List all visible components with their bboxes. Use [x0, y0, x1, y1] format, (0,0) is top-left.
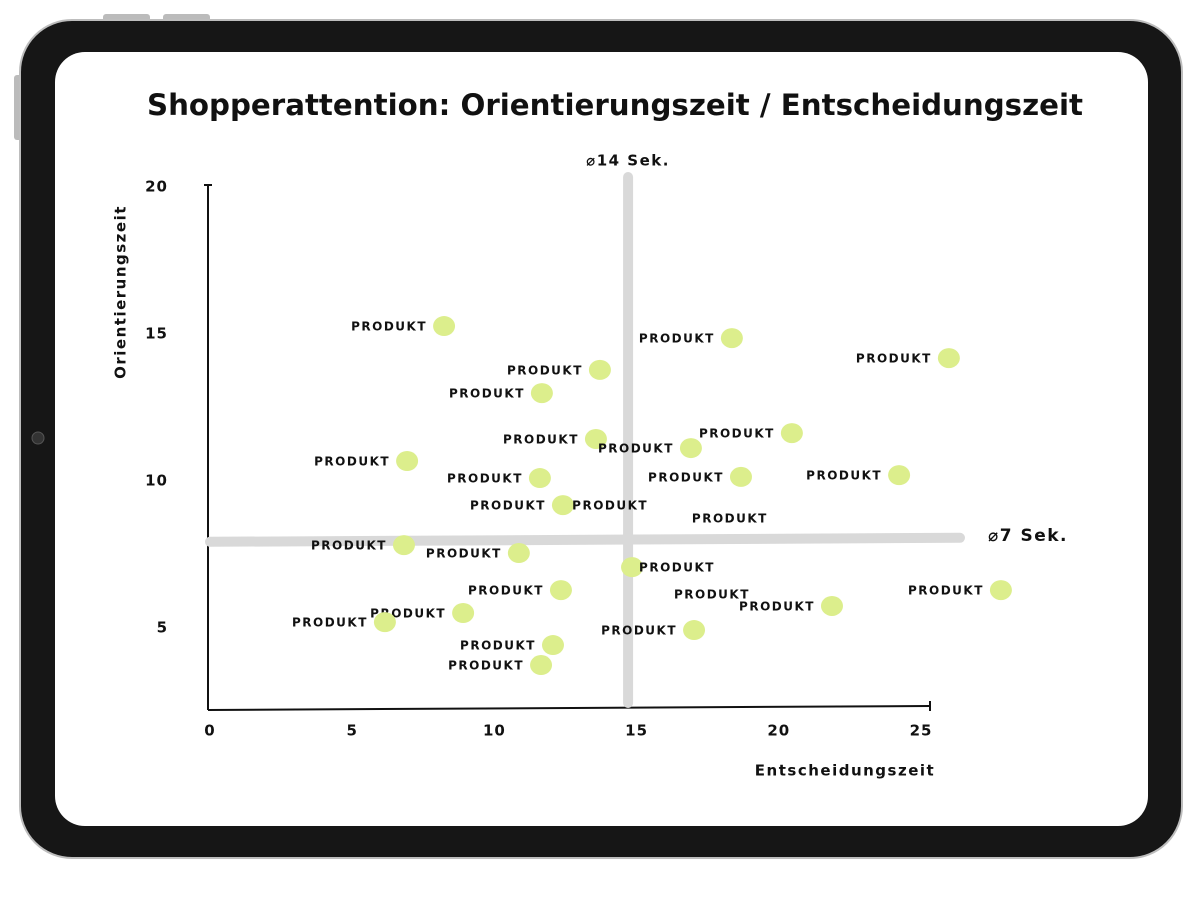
point-label: PRODUKT: [908, 584, 984, 598]
point-label: PRODUKT: [601, 624, 677, 638]
annotation: PRODUKT: [572, 498, 648, 512]
data-point: [392, 535, 415, 556]
point-label: PRODUKT: [739, 599, 815, 613]
point-label: PRODUKT: [507, 363, 583, 377]
y-axis-label: Orientierungszeit: [112, 205, 130, 379]
reference-line: [205, 532, 965, 547]
data-point: [551, 495, 574, 516]
chart-title: Shopperattention: Orientierungszeit / En…: [147, 88, 1083, 122]
annotation: PRODUKT: [674, 588, 750, 602]
point-label: PRODUKT: [470, 499, 546, 513]
y-tick-label: 20: [145, 178, 168, 196]
x-tick-label: 10: [483, 722, 506, 740]
data-point: [588, 359, 611, 380]
reference-label: ⌀14 Sek.: [586, 152, 670, 170]
data-point: [888, 465, 911, 486]
reference-label: ⌀7 Sek.: [988, 526, 1068, 546]
data-point: [683, 620, 706, 641]
point-label: PRODUKT: [468, 584, 544, 598]
point-label: PRODUKT: [460, 639, 536, 653]
data-point: [679, 438, 702, 459]
data-point: [541, 635, 564, 656]
point-label: PRODUKT: [639, 561, 715, 575]
data-point: [507, 543, 530, 564]
x-axis-label: Entscheidungszeit: [755, 762, 935, 780]
data-point: [373, 612, 396, 633]
data-point: [549, 580, 572, 601]
data-point: [937, 348, 960, 369]
x-axis: [207, 705, 931, 711]
point-label: PRODUKT: [598, 442, 674, 456]
data-point: [530, 383, 553, 404]
data-point: [530, 655, 553, 676]
data-point: [396, 451, 419, 472]
point-label: PRODUKT: [449, 387, 525, 401]
point-label: PRODUKT: [311, 539, 387, 553]
data-point: [433, 316, 456, 337]
data-point: [820, 595, 843, 616]
point-label: PRODUKT: [351, 320, 427, 334]
x-tick-label: 20: [767, 722, 790, 740]
data-point: [584, 428, 607, 449]
y-tick-label: 5: [157, 619, 168, 637]
data-point: [452, 603, 475, 624]
data-point: [621, 557, 644, 578]
x-tick-label: 15: [625, 722, 648, 740]
point-label: PRODUKT: [648, 470, 724, 484]
x-tick-label: 0: [204, 722, 215, 740]
point-label: PRODUKT: [699, 427, 775, 441]
point-label: PRODUKT: [447, 472, 523, 486]
point-label: PRODUKT: [292, 616, 368, 630]
annotation: PRODUKT: [692, 511, 768, 525]
point-label: PRODUKT: [806, 469, 882, 483]
tablet-camera: [31, 431, 45, 445]
data-point: [720, 328, 743, 349]
x-tick-label: 5: [346, 722, 357, 740]
y-tick-label: 10: [145, 472, 168, 490]
x-tick-label: 25: [910, 722, 933, 740]
y-tick-label: 15: [145, 325, 168, 343]
data-point: [989, 580, 1012, 601]
point-label: PRODUKT: [856, 352, 932, 366]
point-label: PRODUKT: [639, 332, 715, 346]
point-label: PRODUKT: [426, 547, 502, 561]
data-point: [729, 466, 752, 487]
data-point: [780, 423, 803, 444]
point-label: PRODUKT: [503, 432, 579, 446]
point-label: PRODUKT: [448, 659, 524, 673]
data-point: [528, 468, 551, 489]
point-label: PRODUKT: [314, 455, 390, 469]
